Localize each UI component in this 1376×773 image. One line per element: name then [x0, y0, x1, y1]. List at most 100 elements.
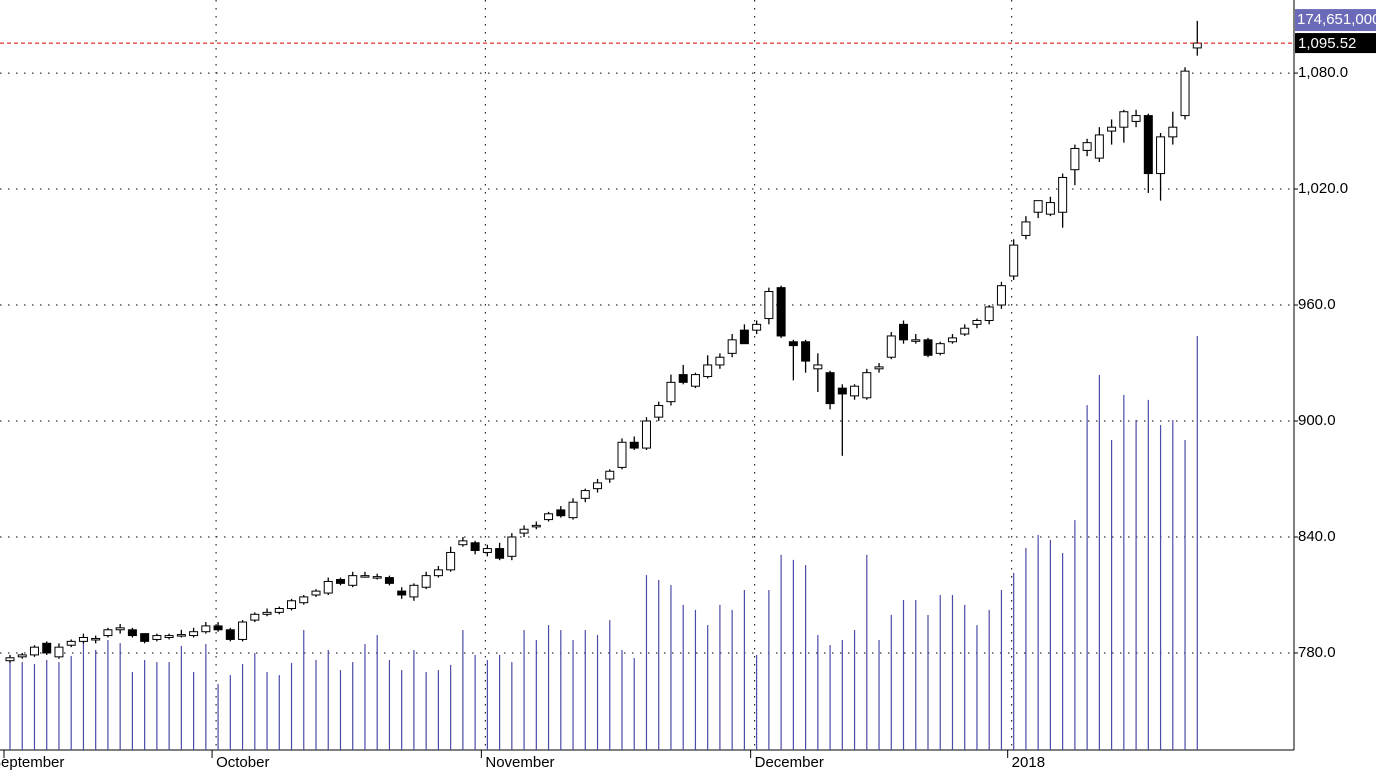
candle-body [348, 575, 358, 586]
candle-body [1058, 176, 1068, 213]
candle-body [874, 366, 884, 370]
candle-body [996, 285, 1006, 306]
candle-body [715, 356, 725, 366]
candle-body [482, 548, 492, 553]
candle-body [752, 323, 762, 331]
candle-body [140, 633, 150, 642]
x-tick-label: September [0, 754, 64, 771]
candle-body [152, 635, 162, 640]
candle-body [1180, 70, 1190, 117]
candle-body [446, 551, 456, 571]
candle-body [409, 584, 419, 598]
candle-body [1021, 221, 1031, 236]
candle-body [1131, 115, 1141, 122]
candle-body [384, 577, 394, 584]
y-tick-label: 960.0 [1298, 296, 1336, 313]
candle-body [556, 509, 566, 517]
candle-body [323, 580, 333, 594]
candle-body [739, 329, 749, 345]
candle-body [617, 441, 627, 468]
last-volume-box [1295, 9, 1376, 32]
candle-body [1107, 126, 1117, 132]
candle-body [433, 569, 443, 577]
last-price-label: 1,095.52 [1298, 35, 1356, 52]
candle-body [727, 339, 737, 354]
candle-body [335, 579, 345, 584]
candle-body [127, 629, 137, 637]
candle-body [703, 364, 713, 378]
candle-body [1070, 147, 1080, 171]
candle-body [458, 540, 468, 546]
candle-body [568, 501, 578, 519]
candle-body [78, 637, 88, 642]
candle-body [654, 405, 664, 418]
candle-body [1045, 202, 1055, 215]
candle-body [29, 646, 39, 656]
candle-body [213, 625, 223, 631]
y-tick-label: 840.0 [1298, 528, 1336, 545]
candle-body [287, 600, 297, 610]
candle-body [225, 629, 235, 640]
candle-body [311, 590, 321, 596]
candle-body [899, 323, 909, 341]
candle-body [605, 470, 615, 480]
candle-body [984, 306, 994, 321]
candle-body [189, 631, 199, 637]
candle-body [666, 381, 676, 403]
candle-body [421, 575, 431, 588]
last-price-box [1295, 33, 1376, 54]
y-tick-label: 900.0 [1298, 412, 1336, 429]
y-tick-label: 1,080.0 [1298, 64, 1348, 81]
x-tick-label: November [485, 754, 554, 771]
candle-body [911, 339, 921, 342]
candle-body [470, 542, 480, 552]
candle-body [5, 657, 15, 662]
candle-body [507, 536, 517, 557]
last-volume-label: 174,651,000 [1297, 11, 1376, 28]
candle-body [813, 364, 823, 370]
candle-body [1192, 42, 1202, 49]
x-tick-label: October [216, 754, 269, 771]
candle-body [593, 482, 603, 490]
candle-body [1119, 111, 1129, 128]
candle-body [580, 490, 590, 499]
candle-body [164, 635, 174, 639]
candle-body [801, 341, 811, 362]
candle-body [262, 611, 272, 615]
candle-body [1033, 200, 1043, 213]
candle-body [519, 528, 529, 534]
candle-body [238, 621, 248, 640]
x-tick-label: December [755, 754, 824, 771]
candle-body [360, 575, 370, 578]
candle-body [678, 374, 688, 383]
candle-body [690, 374, 700, 387]
x-tick-label: 2018 [1012, 754, 1045, 771]
candle-body [886, 335, 896, 358]
candle-body [923, 339, 933, 356]
candle-body [1009, 244, 1019, 277]
y-tick-label: 780.0 [1298, 644, 1336, 661]
candle-body [66, 640, 76, 646]
candle-body [1082, 142, 1092, 151]
candle-body [397, 590, 407, 596]
candle-body [54, 646, 64, 658]
candle-body [776, 287, 786, 337]
candle-body [115, 627, 125, 631]
candle-body [960, 327, 970, 335]
candle-body [837, 387, 847, 395]
candle-body [299, 596, 309, 604]
candle-body [250, 613, 260, 621]
candle-body [1143, 115, 1153, 175]
candle-body [176, 634, 186, 637]
candle-body [42, 642, 52, 654]
y-tick-label: 1,020.0 [1298, 180, 1348, 197]
candle-body [531, 524, 541, 528]
candle-body [1094, 134, 1104, 159]
candle-body [862, 372, 872, 399]
candle-body [1156, 136, 1166, 175]
candle-body [201, 625, 211, 633]
candle-body [788, 341, 798, 347]
candle-body [764, 290, 774, 320]
candle-body [947, 337, 957, 343]
